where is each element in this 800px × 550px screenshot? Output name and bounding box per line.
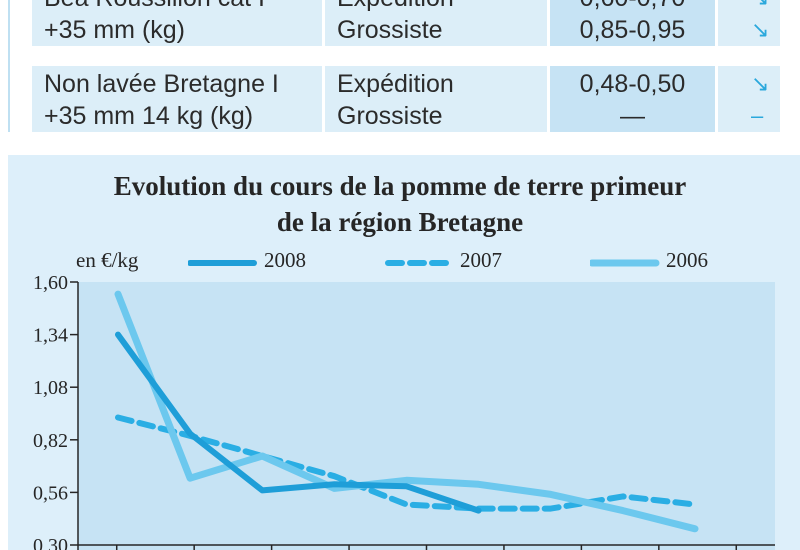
legend-label-2006: 2006 <box>666 248 708 272</box>
series-line-2008 <box>115 331 482 514</box>
legend-label-2008: 2008 <box>264 248 306 272</box>
product-cell: Non lavée Bretagne I +35 mm 14 kg (kg) <box>32 66 322 132</box>
product-name: Bea Roussillon cat I <box>44 0 265 14</box>
table-row: Non lavée Bretagne I +35 mm 14 kg (kg) E… <box>10 66 780 132</box>
y-tick-label: 1,08 <box>33 377 68 399</box>
price-grossiste: — <box>620 102 645 130</box>
price-cell: 0,60-0,70 0,85-0,95 <box>550 0 715 46</box>
series-line-2007 <box>115 414 698 512</box>
trend-down-icon: ↘ <box>751 71 770 96</box>
legend-swatch-2006 <box>590 259 660 267</box>
product-cell: Bea Roussillon cat I +35 mm (kg) <box>32 0 322 46</box>
price-expedition: 0,48-0,50 <box>579 70 686 98</box>
stage-cell: Expédition Grossiste <box>325 0 547 46</box>
series-line-2006 <box>114 290 699 533</box>
trend-down-icon: ↘ <box>751 0 769 14</box>
price-expedition: 0,60-0,70 <box>550 0 715 14</box>
chart-subtitle: de la région Bretagne <box>276 207 524 237</box>
legend-swatch-2008 <box>188 260 257 266</box>
trend-down-icon: ↘ <box>751 17 770 42</box>
price-grossiste: 0,85-0,95 <box>579 16 686 44</box>
y-tick-label: 1,60 <box>33 272 68 294</box>
product-name: Non lavée Bretagne I <box>44 70 279 98</box>
price-cell: 0,48-0,50 — <box>550 66 715 132</box>
stage-grossiste: Grossiste <box>337 16 443 44</box>
price-table: Bea Roussillon cat I +35 mm (kg) Expédit… <box>0 0 800 140</box>
plot-area <box>78 282 775 550</box>
y-tick-label: 0,82 <box>33 430 68 452</box>
y-tick-label: 0,30 <box>33 535 68 550</box>
y-tick-label: 0,56 <box>33 482 68 504</box>
product-size: +35 mm 14 kg (kg) <box>44 102 254 130</box>
table-row: Bea Roussillon cat I +35 mm (kg) Expédit… <box>10 0 780 46</box>
stage-grossiste: Grossiste <box>337 102 443 130</box>
stage-expedition: Expédition <box>337 0 454 14</box>
chart-title: Evolution du cours de la pomme de terre … <box>113 171 687 201</box>
y-axis-label: en €/kg <box>76 248 139 272</box>
trend-cell: ↘ – <box>718 66 780 132</box>
product-size: +35 mm (kg) <box>44 16 186 44</box>
legend-label-2007: 2007 <box>460 248 502 272</box>
stage-cell: Expédition Grossiste <box>325 66 547 132</box>
y-tick-label: 1,34 <box>33 325 68 347</box>
legend-swatch-2007 <box>385 260 453 266</box>
trend-cell: ↘ ↘ <box>718 0 780 46</box>
stage-expedition: Expédition <box>337 70 454 98</box>
trend-flat-icon: – <box>751 103 764 128</box>
table-frame <box>8 0 10 132</box>
